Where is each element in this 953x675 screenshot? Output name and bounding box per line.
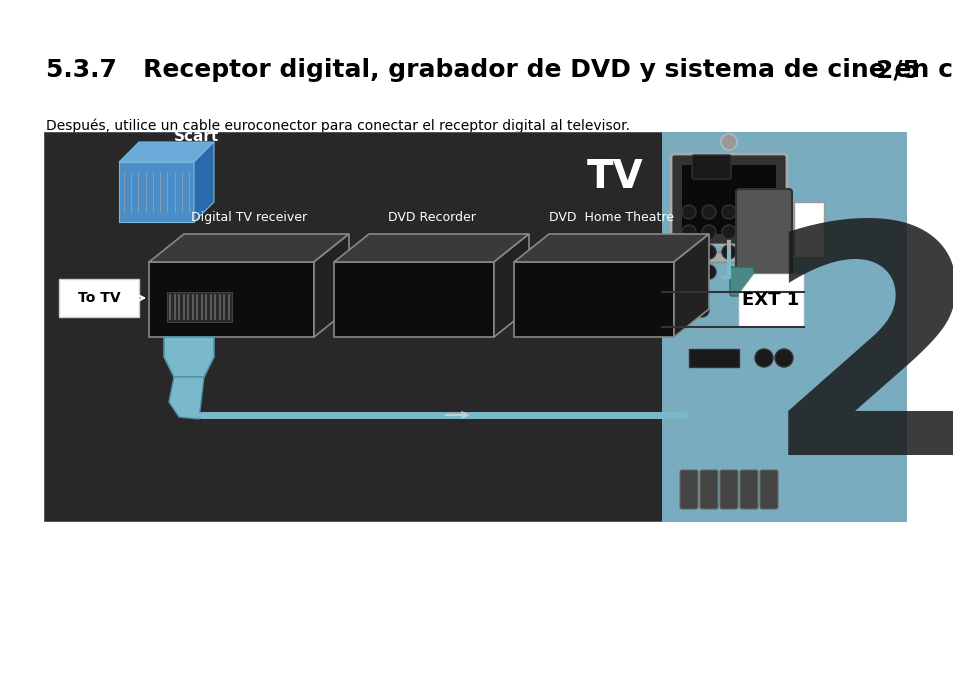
Text: Digital TV receiver: Digital TV receiver xyxy=(191,211,307,224)
Text: 2: 2 xyxy=(762,212,953,521)
FancyBboxPatch shape xyxy=(700,470,718,509)
Text: DVD Recorder: DVD Recorder xyxy=(387,211,475,224)
Circle shape xyxy=(754,349,772,367)
FancyBboxPatch shape xyxy=(691,155,730,179)
Polygon shape xyxy=(149,234,349,262)
Polygon shape xyxy=(169,377,204,419)
Polygon shape xyxy=(494,234,529,337)
Circle shape xyxy=(701,205,716,219)
Circle shape xyxy=(701,245,716,259)
FancyBboxPatch shape xyxy=(679,470,698,509)
Text: Después, utilice un cable euroconector para conectar el receptor digital al tele: Después, utilice un cable euroconector p… xyxy=(46,118,629,133)
Circle shape xyxy=(701,225,716,239)
FancyBboxPatch shape xyxy=(661,132,906,522)
FancyBboxPatch shape xyxy=(735,189,791,275)
FancyBboxPatch shape xyxy=(729,267,753,296)
FancyBboxPatch shape xyxy=(720,470,738,509)
Polygon shape xyxy=(119,162,193,222)
Polygon shape xyxy=(193,142,213,222)
Polygon shape xyxy=(149,262,314,337)
Text: EXT 1: EXT 1 xyxy=(741,291,799,309)
Text: TV: TV xyxy=(587,158,643,196)
FancyBboxPatch shape xyxy=(167,292,232,322)
Text: To TV: To TV xyxy=(77,291,120,305)
Polygon shape xyxy=(334,262,494,337)
Polygon shape xyxy=(514,262,673,337)
Text: 2/5: 2/5 xyxy=(875,58,919,82)
FancyBboxPatch shape xyxy=(703,252,753,262)
Text: 5.3.7   Receptor digital, grabador de DVD y sistema de cine en casa: 5.3.7 Receptor digital, grabador de DVD … xyxy=(46,58,953,82)
Polygon shape xyxy=(119,142,213,162)
FancyBboxPatch shape xyxy=(793,202,823,257)
Polygon shape xyxy=(164,337,213,377)
Polygon shape xyxy=(673,234,708,337)
Circle shape xyxy=(681,205,696,219)
FancyBboxPatch shape xyxy=(760,470,778,509)
FancyBboxPatch shape xyxy=(44,132,906,522)
Circle shape xyxy=(774,349,792,367)
Circle shape xyxy=(681,225,696,239)
Circle shape xyxy=(681,245,696,259)
Polygon shape xyxy=(334,234,529,262)
Polygon shape xyxy=(739,274,803,327)
FancyBboxPatch shape xyxy=(670,154,786,245)
Polygon shape xyxy=(514,234,708,262)
FancyBboxPatch shape xyxy=(681,165,775,234)
Circle shape xyxy=(695,303,708,317)
Circle shape xyxy=(721,205,735,219)
Circle shape xyxy=(720,134,737,150)
Polygon shape xyxy=(314,234,349,337)
Circle shape xyxy=(721,245,735,259)
FancyBboxPatch shape xyxy=(688,349,739,367)
Text: DVD  Home Theatre: DVD Home Theatre xyxy=(548,211,673,224)
Circle shape xyxy=(681,265,696,279)
FancyBboxPatch shape xyxy=(740,470,758,509)
Circle shape xyxy=(701,265,716,279)
Circle shape xyxy=(721,225,735,239)
FancyBboxPatch shape xyxy=(59,279,139,317)
Text: Scart: Scart xyxy=(173,129,219,144)
